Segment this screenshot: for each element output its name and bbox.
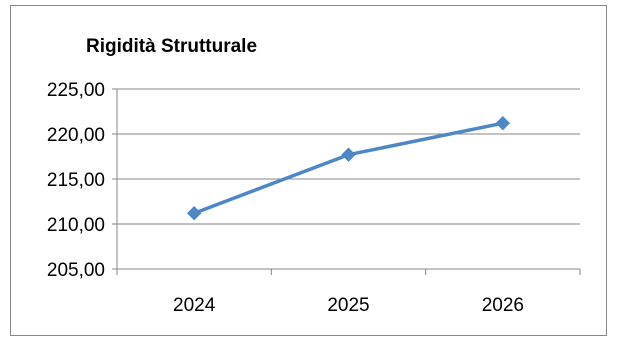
y-tick-label: 220,00 bbox=[47, 125, 105, 146]
y-tick-label: 205,00 bbox=[47, 260, 105, 281]
data-point-marker bbox=[495, 115, 511, 131]
series-layer bbox=[186, 115, 511, 221]
y-tick-label: 210,00 bbox=[47, 215, 105, 236]
y-tick-label: 225,00 bbox=[47, 80, 105, 101]
axes bbox=[112, 88, 581, 275]
y-tick-label: 215,00 bbox=[47, 170, 105, 191]
gridlines bbox=[117, 88, 580, 225]
y-axis-tick-labels: 205,00 210,00 215,00 220,00 225,00 bbox=[47, 80, 105, 281]
chart-title: Rigidità Strutturale bbox=[86, 36, 257, 57]
data-point-marker bbox=[186, 205, 202, 221]
x-tick-label: 2025 bbox=[327, 295, 369, 316]
data-point-marker bbox=[341, 147, 356, 162]
x-tick-label: 2026 bbox=[482, 295, 524, 316]
x-tick-label: 2024 bbox=[173, 295, 216, 316]
x-axis-tick-labels: 2024 2025 2026 bbox=[173, 295, 524, 316]
